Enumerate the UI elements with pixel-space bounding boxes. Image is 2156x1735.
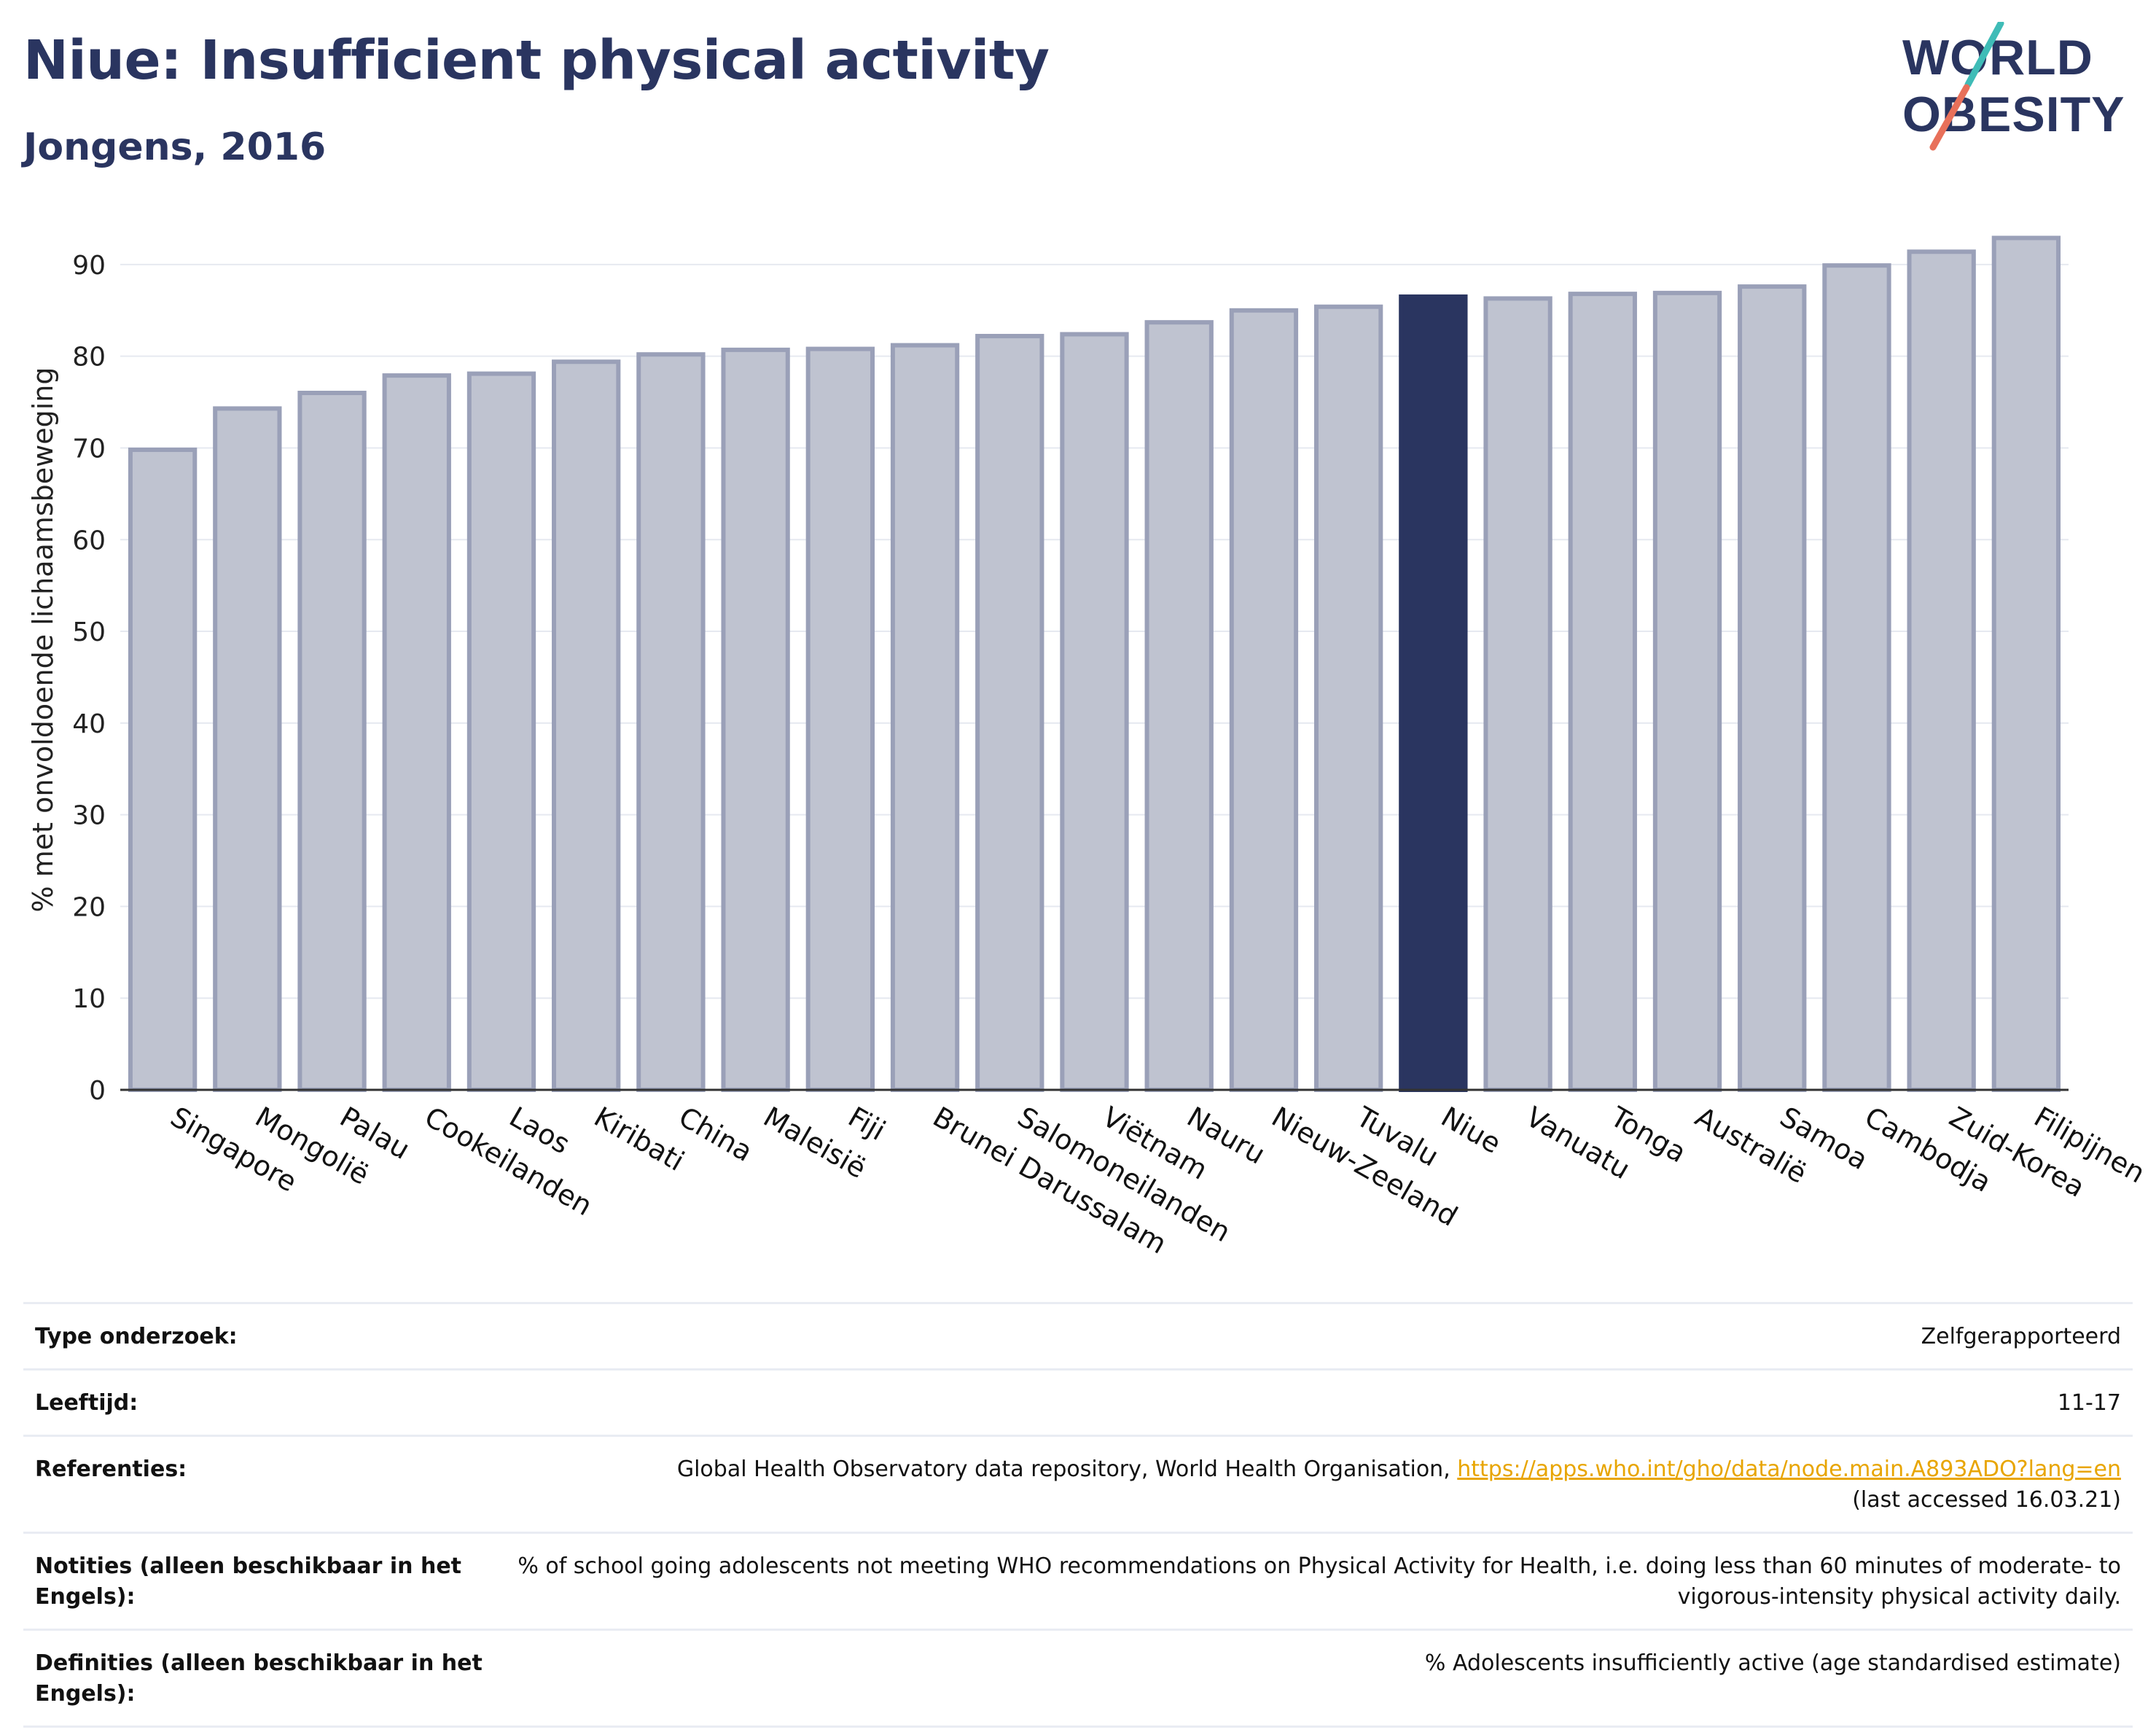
info-row: Referenties: Global Health Observatory da…: [23, 1435, 2133, 1533]
y-tick-label: 20: [72, 892, 106, 922]
y-tick-label: 30: [72, 801, 106, 831]
bar: [382, 373, 451, 1093]
y-tick-label: 10: [72, 984, 106, 1014]
bar: [466, 371, 536, 1092]
info-value-text: % Adolescents insufficiently active (age…: [1424, 1650, 2121, 1676]
bar: [1652, 290, 1722, 1092]
y-tick-label: 80: [72, 343, 106, 373]
bar: [1313, 304, 1383, 1092]
bar: [805, 346, 875, 1093]
bar: [721, 347, 790, 1092]
logo-slash-teal: [1964, 22, 2004, 88]
info-value-text: % of school going adolescents not meetin…: [517, 1553, 2121, 1610]
info-value: % of school going adolescents not meetin…: [499, 1532, 2133, 1630]
info-value: 11-17: [499, 1368, 2133, 1436]
info-value-suffix: (last accessed 16.03.21): [1852, 1487, 2121, 1513]
x-tick-label: Kiribati: [589, 1101, 690, 1177]
y-tick-label: 0: [89, 1076, 106, 1106]
y-tick-label: 60: [72, 526, 106, 555]
info-row: Type onderzoek: Zelfgerapporteerd: [23, 1302, 2133, 1370]
info-value: Zelfgerapporteerd: [499, 1302, 2133, 1370]
info-value-text: Zelfgerapporteerd: [1921, 1324, 2121, 1349]
bar: [1229, 308, 1299, 1093]
logo-slash-coral: [1929, 84, 1970, 151]
bar: [552, 359, 621, 1092]
y-tick-label: 50: [72, 617, 106, 647]
bar: [1483, 296, 1552, 1092]
chart-subtitle: Jongens, 2016: [23, 125, 327, 169]
x-tick-label: Cookeilanden: [419, 1101, 598, 1223]
world-obesity-logo: WORLD OBESITY: [1902, 22, 2125, 151]
info-row: Leeftijd: 11-17: [23, 1368, 2133, 1436]
y-tick-label: 40: [72, 709, 106, 739]
y-tick-label: 90: [72, 251, 106, 281]
chart-title: Niue: Insufficient physical activity: [23, 29, 1050, 92]
info-key: Notities (alleen beschikbaar in het Enge…: [23, 1532, 499, 1630]
bar-chart: 0 10 20 30 40 50 60 70 80 90 SingaporeMongoliëPal…: [27, 235, 2151, 1260]
x-tick-label: Niue: [1436, 1101, 1507, 1160]
y-axis-ticks: 0 10 20 30 40 50 60 70 80 90: [72, 251, 106, 1106]
info-key: Type onderzoek:: [23, 1302, 499, 1370]
x-tick-label: Fiji: [843, 1101, 891, 1147]
info-value-text: 11-17: [2057, 1390, 2121, 1416]
bar: [1144, 320, 1214, 1093]
bar: [975, 334, 1044, 1093]
bar: [213, 406, 282, 1092]
bar: [1822, 263, 1891, 1093]
info-value-text: Global Health Observatory data repositor…: [676, 1457, 1458, 1482]
x-tick-label: China: [673, 1101, 758, 1168]
y-tick-label: 70: [72, 434, 106, 464]
bar: [1907, 249, 1976, 1093]
y-axis-label: % met onvoldoende lichaamsbeweging: [27, 367, 59, 913]
info-row: Notities (alleen beschikbaar in het Enge…: [23, 1532, 2133, 1630]
bars: [128, 235, 2061, 1093]
info-key: Leeftijd:: [23, 1368, 499, 1436]
logo-line-2: OBESITY: [1902, 87, 2125, 142]
bar: [890, 343, 960, 1092]
info-value: % Adolescents insufficiently active (age…: [499, 1629, 2133, 1728]
info-row: Definities (alleen beschikbaar in het En…: [23, 1629, 2133, 1728]
logo-line-1: WORLD: [1902, 30, 2093, 85]
bar: [128, 447, 198, 1092]
bar: [1060, 332, 1129, 1092]
info-key: Definities (alleen beschikbaar in het En…: [23, 1629, 499, 1728]
bar: [1568, 292, 1637, 1093]
bar: [1738, 284, 1807, 1092]
info-table: Type onderzoek: Zelfgerapporteerd Leeftijd…: [23, 1302, 2133, 1728]
bar: [636, 352, 706, 1093]
reference-link[interactable]: https://apps.who.int/gho/data/node.main.…: [1457, 1457, 2121, 1482]
info-value: Global Health Observatory data repositor…: [499, 1435, 2133, 1533]
bar-highlight: [1399, 294, 1468, 1093]
info-key: Referenties:: [23, 1435, 499, 1533]
bar: [1991, 235, 2061, 1093]
bar: [297, 391, 367, 1092]
